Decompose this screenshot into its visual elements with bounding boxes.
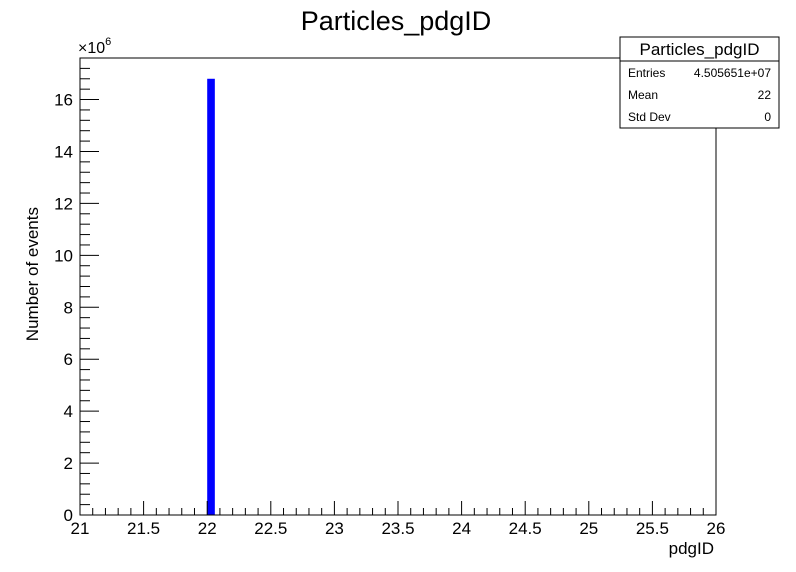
y-axis-tick-labels: 0 2 4 6 8 10 12 14 16 (54, 91, 73, 525)
x-tick-label: 21 (71, 519, 90, 538)
y-tick-label: 6 (64, 350, 73, 369)
y-axis-ticks (80, 57, 99, 516)
bars-layer (207, 78, 215, 515)
x-tick-label: 22 (198, 519, 217, 538)
x-tick-label: 21.5 (127, 519, 160, 538)
stats-entries-value: 4.505651e+07 (694, 66, 771, 80)
y-tick-label: 2 (64, 454, 73, 473)
chart-title: Particles_pdgID (301, 6, 492, 36)
x-tick-label: 25.5 (636, 519, 669, 538)
stats-entries-label: Entries (628, 66, 665, 80)
y-tick-label: 8 (64, 298, 73, 317)
y-tick-label: 12 (54, 194, 73, 213)
x-tick-label: 23 (325, 519, 344, 538)
y-axis-multiplier-exponent: 6 (105, 36, 111, 48)
stats-box: Particles_pdgID Entries 4.505651e+07 Mea… (619, 36, 780, 129)
y-axis-multiplier-base: ×10 (78, 40, 105, 57)
stats-box-frame (619, 36, 780, 129)
bar-0 (207, 78, 215, 515)
stats-stddev-value: 0 (764, 110, 771, 124)
x-tick-label: 24.5 (509, 519, 542, 538)
x-tick-label: 25 (579, 519, 598, 538)
y-tick-label: 16 (54, 91, 73, 110)
stats-stddev-label: Std Dev (628, 110, 671, 124)
x-tick-label: 26 (707, 519, 726, 538)
y-tick-label: 4 (64, 402, 73, 421)
stats-mean-value: 22 (758, 88, 772, 102)
x-tick-label: 23.5 (381, 519, 414, 538)
y-tick-label: 10 (54, 246, 73, 265)
stats-mean-label: Mean (628, 88, 658, 102)
y-axis-title: Number of events (23, 207, 42, 341)
x-axis-ticks (79, 501, 717, 515)
stats-box-title: Particles_pdgID (639, 40, 759, 59)
y-axis-multiplier: ×106 (78, 36, 111, 57)
x-axis-tick-labels: 21 21.5 22 22.5 23 23.5 24 24.5 25 25.5 26 (71, 519, 726, 538)
x-axis-title: pdgID (669, 539, 714, 558)
x-tick-label: 22.5 (254, 519, 287, 538)
x-tick-label: 24 (452, 519, 471, 538)
y-tick-label: 0 (64, 506, 73, 525)
y-tick-label: 14 (54, 142, 73, 161)
